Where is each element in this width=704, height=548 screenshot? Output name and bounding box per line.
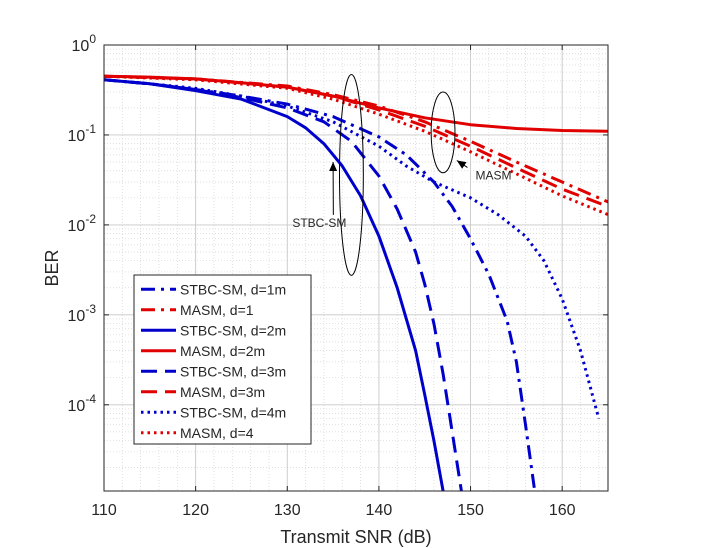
x-tick-label: 160 (549, 502, 576, 519)
y-tick-label: 10-3 (68, 302, 97, 325)
y-tick-base: 10 (68, 218, 86, 235)
legend-label-4: MASM, d=2m (180, 343, 265, 359)
legend-box (133, 274, 312, 445)
x-tick-label: 140 (366, 502, 393, 519)
y-tick-base: 10 (68, 308, 86, 325)
annotation-ellipse-1 (339, 73, 364, 276)
y-tick-label: 100 (72, 32, 97, 55)
y-axis-label: BER (42, 249, 62, 286)
legend-label-1: STBC-SM, d=1m (180, 281, 286, 297)
series-line-8 (104, 74, 608, 216)
annotation-arrowhead-2 (456, 160, 467, 169)
annotation-arrowhead-1 (329, 162, 338, 172)
legend-label-3: STBC-SM, d=2m (180, 322, 286, 338)
y-tick-exponent: -4 (85, 392, 96, 406)
y-tick-exponent: 0 (89, 32, 96, 46)
y-tick-label: 10-1 (68, 122, 97, 145)
series-line-6 (104, 74, 608, 208)
x-tick-label: 110 (91, 502, 117, 519)
y-tick-base: 10 (68, 128, 86, 145)
annotation-ellipse-2 (430, 91, 456, 174)
x-tick-label: 120 (182, 502, 209, 519)
x-tick-labels: 110 120 130 140 150 160 (91, 502, 575, 519)
series-line-5 (104, 78, 463, 491)
annotation-label-1: STBC-SM (292, 216, 346, 230)
y-tick-label: 10-4 (68, 392, 97, 415)
legend-label-8: MASM, d=4 (180, 425, 254, 441)
x-tick-label: 130 (274, 502, 301, 519)
series-lines (104, 74, 608, 491)
y-tick-base: 10 (72, 38, 90, 55)
y-tick-label: 10-2 (68, 212, 97, 235)
annotations: STBC-SM MASM (292, 73, 511, 276)
x-tick-label: 150 (457, 502, 484, 519)
y-tick-exponent: -1 (85, 122, 96, 136)
y-tick-exponent: -3 (85, 302, 96, 316)
legend: STBC-SM, d=1m MASM, d=1 STBC-SM, d=2m MASM,… (133, 274, 312, 445)
axes-box (103, 44, 609, 492)
legend-label-2: MASM, d=1 (180, 302, 254, 318)
axes (103, 44, 609, 492)
legend-label-7: STBC-SM, d=4m (180, 404, 286, 420)
y-tick-base: 10 (68, 398, 86, 415)
y-tick-exponent: -2 (85, 212, 96, 226)
x-axis-label: Transmit SNR (dB) (280, 527, 431, 547)
series-line-1 (104, 78, 537, 491)
legend-label-5: STBC-SM, d=3m (180, 363, 286, 379)
legend-label-6: MASM, d=3m (180, 384, 265, 400)
annotation-label-2: MASM (475, 168, 511, 182)
